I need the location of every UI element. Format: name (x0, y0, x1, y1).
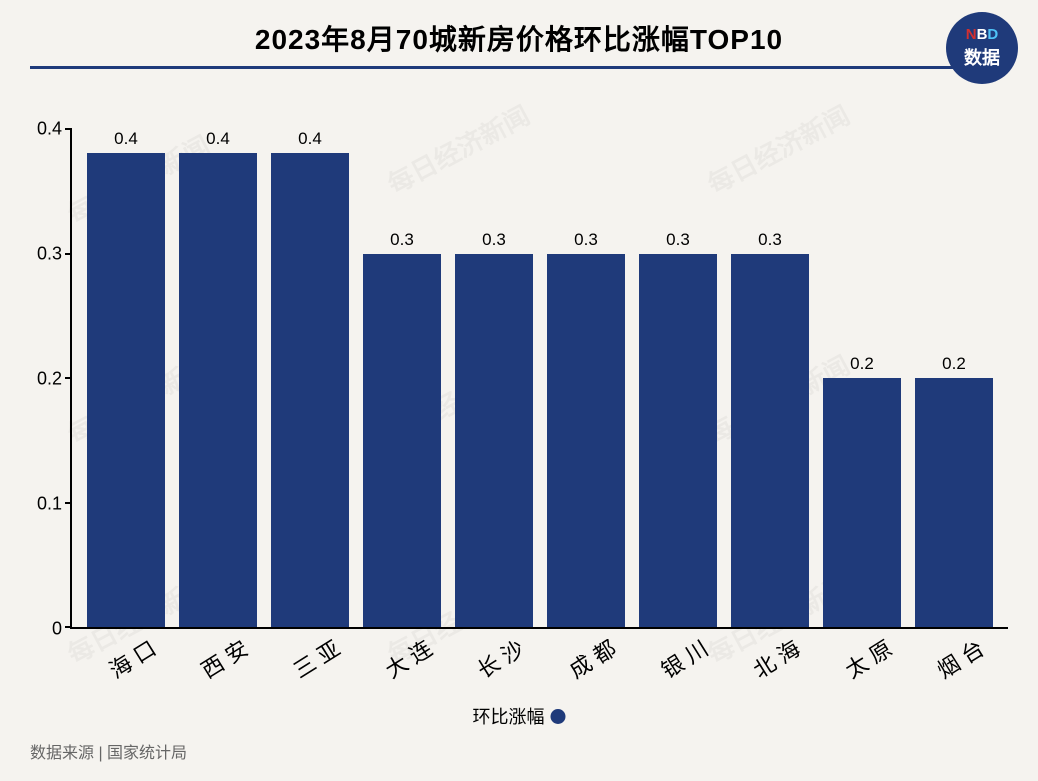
x-axis-label: 海口 (87, 619, 182, 695)
bar-wrap: 0.2 (816, 129, 908, 627)
bar-value-label: 0.3 (666, 230, 690, 250)
nbd-logo: NBD 数据 (946, 12, 1018, 84)
bar-value-label: 0.4 (206, 129, 230, 149)
y-tick-label: 0.4 (37, 119, 62, 140)
x-axis-label: 西安 (179, 619, 274, 695)
bar-value-label: 0.3 (574, 230, 598, 250)
bar (547, 254, 624, 628)
x-axis-label: 长沙 (455, 619, 550, 695)
y-axis: 00.10.20.30.4 (20, 129, 70, 629)
bar-value-label: 0.4 (114, 129, 138, 149)
bar (363, 254, 440, 628)
bar-wrap: 0.4 (264, 129, 356, 627)
y-tick-mark (65, 626, 72, 628)
bar-wrap: 0.4 (172, 129, 264, 627)
x-axis-label: 银川 (639, 619, 734, 695)
logo-top: NBD (966, 27, 999, 42)
x-axis-labels: 海口西安三亚大连长沙成都银川北海太原烟台 (72, 643, 1008, 675)
bar (915, 378, 992, 627)
y-tick-label: 0.1 (37, 494, 62, 515)
bar-wrap: 0.3 (356, 129, 448, 627)
x-axis-label: 太原 (823, 619, 918, 695)
bar-value-label: 0.3 (482, 230, 506, 250)
bar (179, 153, 256, 627)
legend: 环比涨幅 (473, 703, 566, 729)
bar-value-label: 0.2 (942, 354, 966, 374)
bar (455, 254, 532, 628)
bar-wrap: 0.3 (540, 129, 632, 627)
bar-wrap: 0.2 (908, 129, 1000, 627)
x-axis-label: 成都 (547, 619, 642, 695)
y-tick-label: 0.3 (37, 244, 62, 265)
bar-value-label: 0.3 (758, 230, 782, 250)
chart-title: 2023年8月70城新房价格环比涨幅TOP10 (30, 18, 1008, 58)
x-axis-label: 三亚 (271, 619, 366, 695)
logo-bottom: 数据 (964, 44, 1000, 70)
bar-wrap: 0.3 (632, 129, 724, 627)
bar (823, 378, 900, 627)
bar-value-label: 0.4 (298, 129, 322, 149)
y-tick-mark (65, 253, 72, 255)
bar (731, 254, 808, 628)
x-axis-label: 烟台 (915, 619, 1010, 695)
header: 2023年8月70城新房价格环比涨幅TOP10 NBD 数据 (30, 0, 1008, 69)
bar (87, 153, 164, 627)
bar-wrap: 0.3 (724, 129, 816, 627)
x-axis-label: 大连 (363, 619, 458, 695)
bar (639, 254, 716, 628)
bar-wrap: 0.3 (448, 129, 540, 627)
y-tick-mark (65, 502, 72, 504)
x-axis-label: 北海 (731, 619, 826, 695)
y-tick-mark (65, 128, 72, 130)
y-tick-label: 0 (52, 619, 62, 640)
y-tick-mark (65, 377, 72, 379)
bar-value-label: 0.2 (850, 354, 874, 374)
bars-container: 0.4 0.4 0.4 0.3 0.3 0.3 0.3 0.3 0.2 0.2 (72, 129, 1008, 627)
legend-swatch (551, 709, 566, 724)
bar-value-label: 0.3 (390, 230, 414, 250)
data-source: 数据来源 | 国家统计局 (30, 739, 187, 763)
y-tick-label: 0.2 (37, 369, 62, 390)
bar (271, 153, 348, 627)
chart-area: 00.10.20.30.4 0.40.40.40.30.30.30.30.30.… (70, 129, 1008, 669)
plot-area: 0.40.40.40.30.30.30.30.30.20.2 海口西安三亚大连长… (70, 129, 1008, 629)
bar-wrap: 0.4 (80, 129, 172, 627)
legend-label: 环比涨幅 (473, 703, 545, 729)
